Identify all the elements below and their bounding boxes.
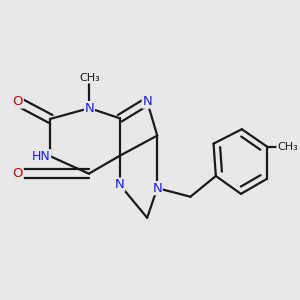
Text: N: N: [152, 182, 162, 195]
Text: N: N: [142, 95, 152, 108]
Text: HN: HN: [32, 150, 50, 163]
Text: N: N: [85, 102, 94, 115]
Text: CH₃: CH₃: [277, 142, 298, 152]
Text: N: N: [115, 178, 124, 191]
Text: CH₃: CH₃: [79, 73, 100, 83]
Text: O: O: [13, 167, 23, 180]
Text: O: O: [13, 95, 23, 108]
